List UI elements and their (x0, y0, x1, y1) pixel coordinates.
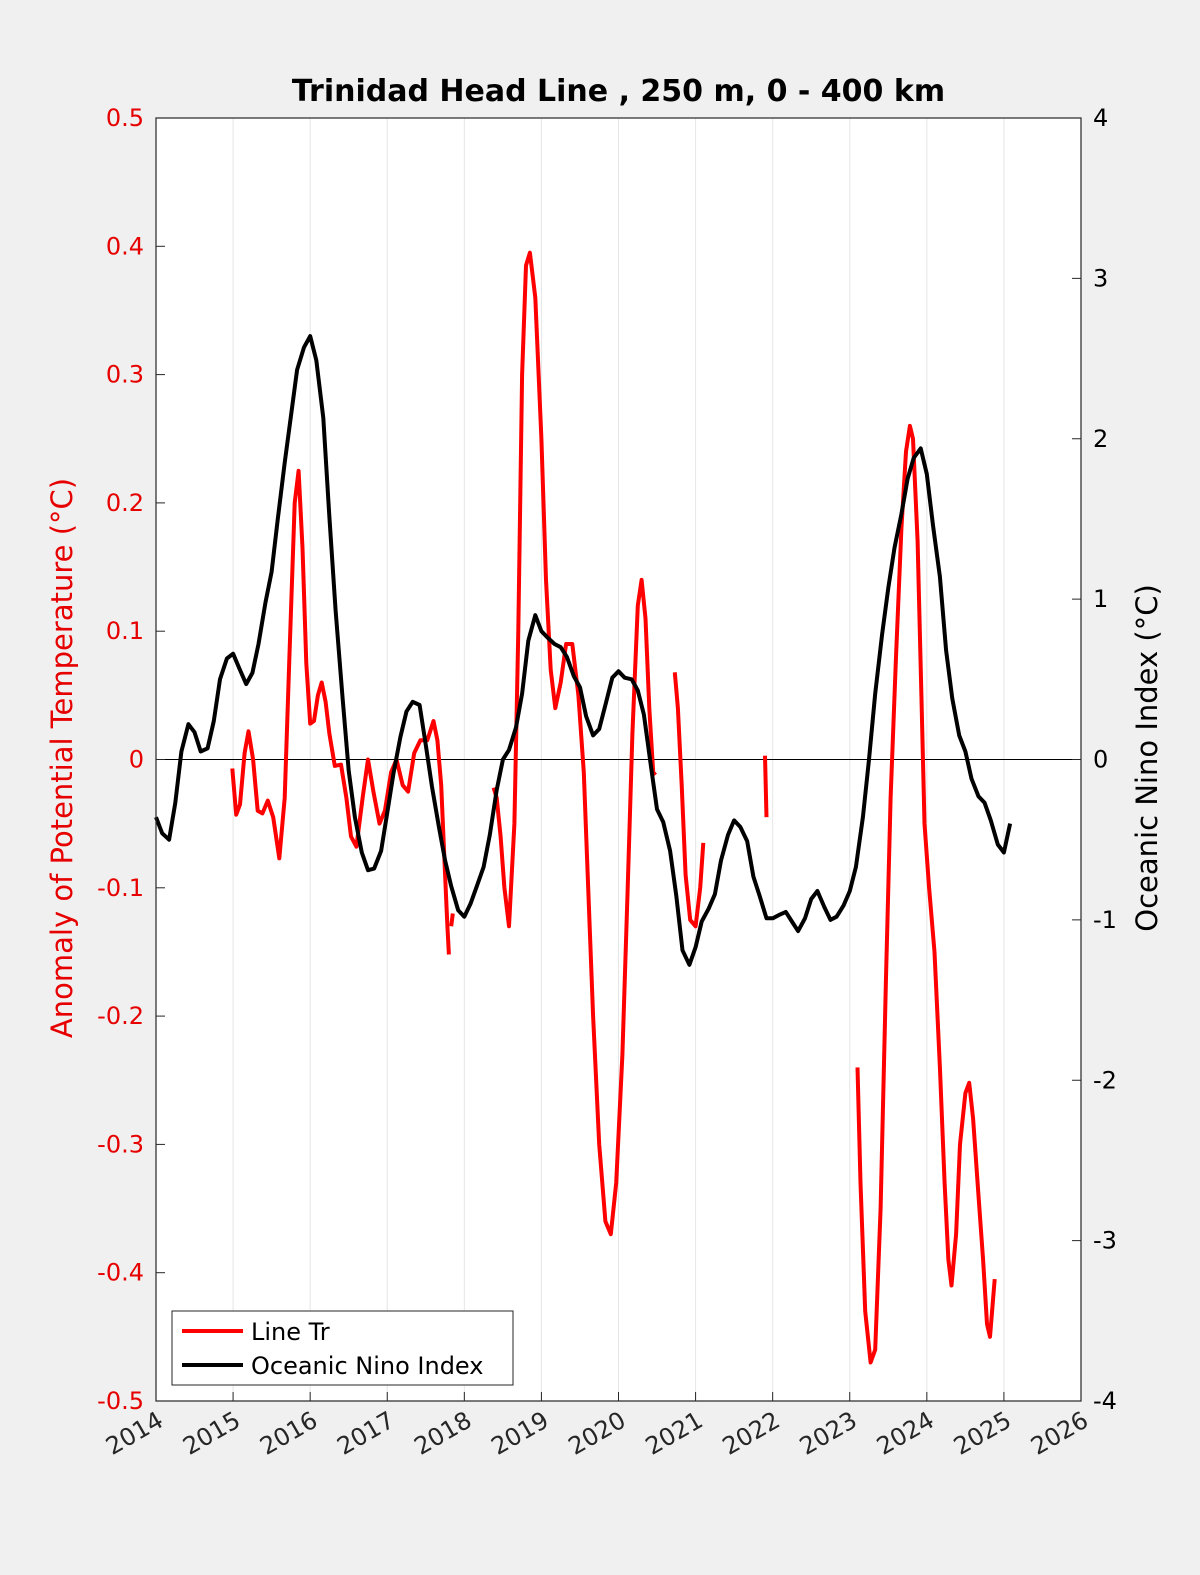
x-tick-label-2020: 2020 (564, 1406, 631, 1461)
series-line-tr-segment-1 (449, 913, 455, 927)
right-tick-label: 3 (1093, 264, 1108, 292)
chart-title: Trinidad Head Line , 250 m, 0 - 400 km (292, 74, 945, 109)
series-line-tr-segment-5 (855, 423, 997, 1365)
series-line-tr-segment-0 (230, 468, 451, 955)
legend-label-oni: Oceanic Nino Index (251, 1352, 483, 1380)
left-tick-label: -0.2 (97, 1002, 144, 1030)
left-tick-label: -0.3 (97, 1130, 144, 1158)
left-tick-label: 0.2 (106, 489, 144, 517)
x-tick-label-2018: 2018 (409, 1406, 476, 1461)
right-tick-label: -4 (1093, 1387, 1117, 1415)
series-line-tr-segment-4 (763, 755, 769, 818)
x-tick-label-2023: 2023 (795, 1406, 862, 1461)
right-tick-label: -3 (1093, 1227, 1117, 1255)
right-tick-label: 1 (1093, 585, 1108, 613)
series-line-tr-segment-2 (491, 250, 657, 1237)
left-axis-label: Anomaly of Potential Temperature (°C) (45, 478, 79, 1038)
x-tick-label-2026: 2026 (1026, 1406, 1093, 1461)
x-tick-label-2016: 2016 (255, 1406, 322, 1461)
x-tick-label-2015: 2015 (178, 1406, 245, 1461)
left-tick-label: 0.1 (106, 617, 144, 645)
left-tick-label: 0.4 (106, 232, 144, 260)
series-layer (154, 250, 1013, 1365)
right-tick-label: 0 (1093, 746, 1108, 774)
x-tick-label-2022: 2022 (718, 1406, 785, 1461)
left-tick-label: -0.1 (97, 874, 144, 902)
left-tick-label: 0.5 (106, 104, 144, 132)
x-tick-label-2025: 2025 (949, 1406, 1016, 1461)
left-tick-label: -0.4 (97, 1259, 144, 1287)
x-tick-label-2024: 2024 (872, 1406, 939, 1461)
x-axis-ticks: 2014 2015 2016 2017 2018 2019 2020 2021 2022 2023… (101, 1392, 1093, 1461)
x-tick-label-2021: 2021 (641, 1406, 708, 1461)
right-tick-label: 4 (1093, 104, 1108, 132)
x-tick-label-2019: 2019 (487, 1406, 554, 1461)
right-tick-label: -1 (1093, 906, 1117, 934)
legend-label-line-tr: Line Tr (251, 1318, 330, 1346)
right-tick-label: -2 (1093, 1066, 1117, 1094)
left-tick-label: 0 (129, 746, 144, 774)
right-tick-label: 2 (1093, 425, 1108, 453)
legend: Line Tr Oceanic Nino Index (171, 1310, 514, 1386)
left-axis-ticks: 0.5 0.4 0.3 0.2 0.1 0 -0.1 -0.2 -0.3 -0.4 -0.5 (97, 104, 165, 1415)
series-oceanic-nino-index-segment-0 (154, 334, 1013, 967)
left-tick-label: 0.3 (106, 361, 144, 389)
legend-box (171, 1310, 514, 1386)
series-line-tr-segment-3 (672, 672, 706, 929)
right-axis-ticks: 4 3 2 1 0 -1 -2 -3 -4 (1072, 104, 1117, 1415)
right-axis-label: Oceanic Nino Index (°C) (1130, 584, 1164, 932)
x-tick-label-2017: 2017 (332, 1406, 399, 1461)
left-tick-label: -0.5 (97, 1387, 144, 1415)
